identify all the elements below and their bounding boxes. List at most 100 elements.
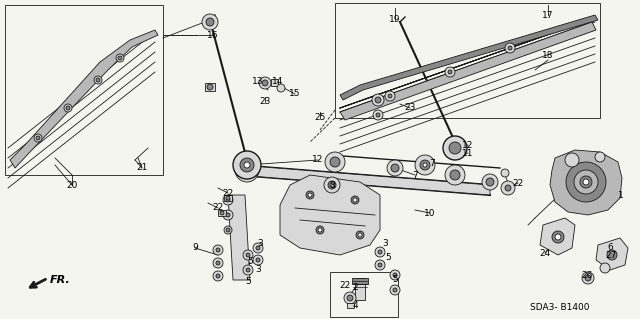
Circle shape [574,170,598,194]
Circle shape [501,169,509,177]
Bar [355,278,365,300]
Circle shape [423,163,427,167]
Circle shape [353,198,357,202]
Bar [271,79,278,86]
Text: 4: 4 [352,301,358,310]
Text: 17: 17 [542,11,554,19]
Circle shape [66,106,70,110]
Circle shape [233,151,261,179]
Circle shape [243,250,253,260]
Circle shape [308,193,312,197]
Circle shape [34,134,42,142]
Circle shape [116,54,124,62]
Circle shape [306,191,314,199]
Circle shape [223,195,233,205]
Circle shape [443,136,467,160]
Circle shape [226,196,230,200]
Circle shape [235,158,259,182]
Circle shape [202,14,218,30]
Circle shape [505,185,511,191]
Circle shape [213,271,223,281]
Circle shape [216,261,220,265]
Text: SDA3- B1400: SDA3- B1400 [530,303,589,313]
Circle shape [64,104,72,112]
Circle shape [448,70,452,74]
Circle shape [387,160,403,176]
Circle shape [450,170,460,180]
Text: 26: 26 [581,271,593,280]
Text: 2: 2 [352,284,358,293]
Circle shape [226,213,230,217]
Text: 18: 18 [542,50,554,60]
Text: 5: 5 [385,254,391,263]
Circle shape [351,196,359,204]
Circle shape [277,84,285,92]
Text: 19: 19 [389,16,401,25]
Circle shape [96,78,100,82]
Text: 22: 22 [513,179,524,188]
Circle shape [330,157,340,167]
Bar [352,278,368,284]
Polygon shape [280,175,380,255]
Bar [5,5,163,175]
Circle shape [226,228,230,232]
Text: 6: 6 [607,242,613,251]
Circle shape [94,76,102,84]
Bar [224,195,232,201]
Circle shape [213,245,223,255]
Bar [347,303,354,308]
Circle shape [378,250,382,254]
Text: 25: 25 [314,114,326,122]
Text: 10: 10 [424,209,436,218]
Circle shape [226,198,230,202]
Text: 3: 3 [255,265,261,275]
Text: 5: 5 [245,278,251,286]
Circle shape [213,258,223,268]
Circle shape [241,164,253,176]
Text: 13: 13 [252,78,264,86]
Bar [218,210,226,216]
Text: 22: 22 [222,189,234,197]
Circle shape [565,153,579,167]
Text: 24: 24 [540,249,550,257]
Circle shape [376,113,380,117]
Text: 12: 12 [312,155,324,165]
Circle shape [318,228,322,232]
Text: FR.: FR. [50,275,71,285]
Circle shape [390,270,400,280]
Circle shape [243,265,253,275]
Circle shape [508,46,512,50]
Circle shape [505,43,515,53]
Circle shape [356,231,364,239]
Circle shape [449,142,461,154]
Circle shape [256,258,260,262]
Circle shape [566,162,606,202]
Circle shape [206,18,214,26]
Circle shape [486,178,494,186]
Polygon shape [228,195,250,280]
Polygon shape [340,15,598,100]
Circle shape [262,80,268,86]
Circle shape [501,181,515,195]
Text: 7: 7 [429,159,435,167]
Circle shape [583,179,589,185]
Circle shape [256,246,260,250]
Circle shape [580,176,592,188]
Circle shape [36,136,40,140]
Circle shape [328,181,336,189]
Text: 21: 21 [136,164,148,173]
Circle shape [240,158,254,172]
Text: 20: 20 [67,181,77,189]
Circle shape [445,67,455,77]
Text: 5: 5 [392,276,398,285]
Text: 15: 15 [289,90,301,99]
Circle shape [375,247,385,257]
Bar [205,83,215,91]
Circle shape [595,152,605,162]
Circle shape [324,177,340,193]
Circle shape [259,77,271,89]
Polygon shape [10,30,158,168]
Circle shape [347,295,353,301]
Circle shape [118,56,122,60]
Text: 14: 14 [272,78,284,86]
